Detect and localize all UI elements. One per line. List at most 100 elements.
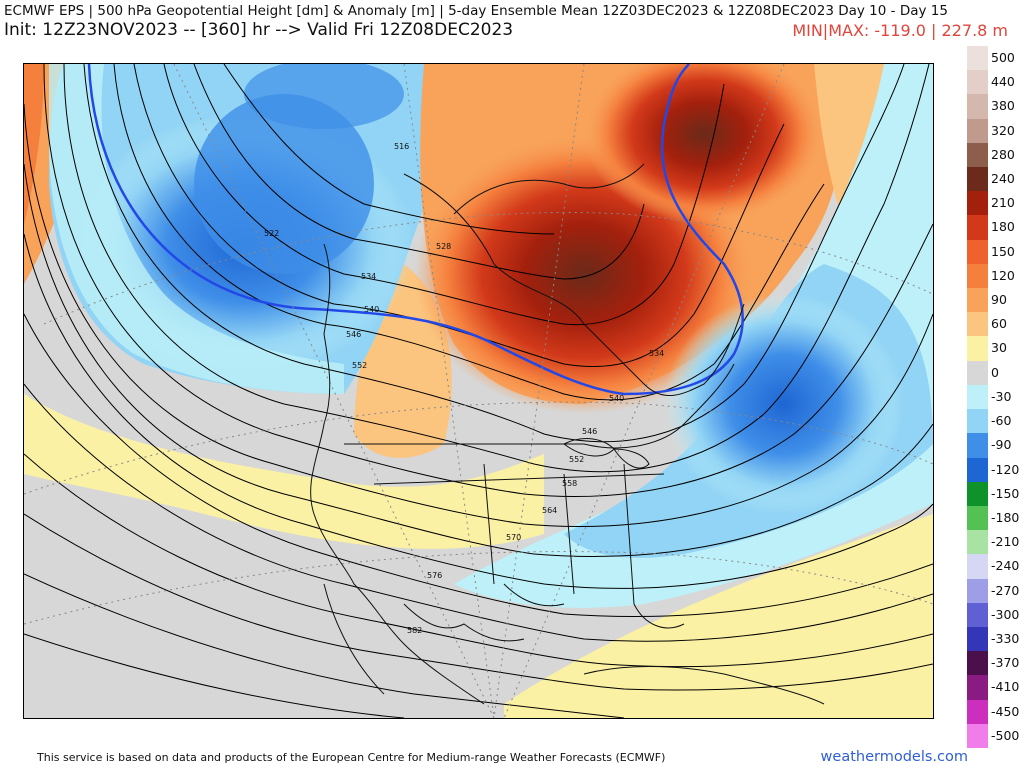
anomaly-map: 516 522 528 534 540 546 552 534 540 546 …: [23, 63, 934, 719]
contour-label: 522: [264, 229, 279, 238]
colorbar-swatch: [967, 602, 988, 627]
colorbar-swatch: [967, 554, 988, 579]
colorbar-label: -270: [991, 582, 1020, 598]
colorbar-swatch: [967, 118, 988, 143]
contour-label: 540: [609, 394, 624, 403]
colorbar-swatch: [967, 384, 988, 410]
great-lakes: [563, 438, 650, 469]
colorbar-entry: 500: [967, 46, 1020, 71]
colorbar-entry: 380: [967, 94, 1020, 119]
contour-label: 546: [582, 427, 597, 436]
colorbar-swatch: [967, 312, 988, 337]
colorbar-label: 240: [991, 171, 1015, 187]
colorbar-swatch: [967, 215, 988, 240]
colorbar-entry: 150: [967, 239, 1020, 264]
map-canvas: 516 522 528 534 540 546 552 534 540 546 …: [24, 64, 933, 718]
colorbar-label: -180: [991, 509, 1020, 525]
colorbar-label: 120: [991, 267, 1015, 283]
colorbar-entry: -120: [967, 457, 1020, 482]
colorbar-label: 30: [991, 340, 1007, 356]
colorbar-label: -500: [991, 727, 1020, 743]
colorbar-label: -210: [991, 534, 1020, 550]
colorbar-entry: 60: [967, 312, 1020, 337]
colorbar-swatch: [967, 578, 988, 603]
colorbar-swatch: [967, 675, 988, 700]
colorbar-entry: -180: [967, 505, 1020, 531]
contour-labels: 516 522 528 534 540 546 552 534 540 546 …: [264, 142, 664, 635]
colorbar-label: -330: [991, 630, 1020, 646]
colorbar-label: -240: [991, 558, 1020, 574]
colorbar-swatch: [967, 46, 988, 71]
colorbar-entry: -90: [967, 433, 1020, 458]
colorbar-swatch: [967, 530, 988, 555]
colorbar-label: -90: [991, 437, 1012, 453]
colorbar-label: 150: [991, 243, 1015, 259]
colorbar-swatch: [967, 239, 988, 264]
colorbar-label: 180: [991, 219, 1015, 235]
colorbar-label: 90: [991, 292, 1007, 308]
colorbar-entry: 120: [967, 263, 1020, 289]
colorbar-label: 440: [991, 74, 1015, 90]
colorbar-entry: 0: [967, 360, 1020, 385]
colorbar-swatch: [967, 651, 988, 676]
colorbar-swatch: [967, 70, 988, 95]
colorbar-entry: -240: [967, 554, 1020, 579]
site-link[interactable]: weathermodels.com: [820, 749, 968, 765]
colorbar-entry: -300: [967, 602, 1020, 627]
chart-title: ECMWF EPS | 500 hPa Geopotential Height …: [4, 3, 948, 19]
colorbar-label: 60: [991, 316, 1007, 332]
contour-label: 534: [649, 349, 664, 358]
colorbar-swatch: [967, 336, 988, 361]
colorbar-entry: -330: [967, 626, 1020, 652]
coastlines: [310, 163, 825, 705]
contour-label: 552: [352, 361, 367, 370]
contour-label: 552: [569, 455, 584, 464]
colorbar-label: -300: [991, 606, 1020, 622]
colorbar-swatch: [967, 94, 988, 119]
colorbar-swatch: [967, 457, 988, 482]
colorbar-swatch: [967, 288, 988, 313]
colorbar-entry: 210: [967, 191, 1020, 216]
anomaly-colorbar: 500 440 380 320 280 240 210 180 150 120 90 60 30 0 -30…: [967, 46, 1020, 748]
colorbar-label: -410: [991, 679, 1020, 695]
colorbar-swatch: [967, 505, 988, 531]
ecmwf-credit: This service is based on data and produc…: [37, 751, 666, 764]
colorbar-label: 500: [991, 50, 1015, 65]
colorbar-entry: 440: [967, 70, 1020, 95]
colorbar-label: -150: [991, 485, 1020, 501]
colorbar-entry: -270: [967, 578, 1020, 603]
colorbar-entry: 280: [967, 142, 1020, 168]
colorbar-entry: 30: [967, 336, 1020, 361]
graticule: [24, 64, 933, 718]
anomaly-shading: [24, 64, 933, 718]
contour-label: 534: [361, 272, 376, 281]
colorbar-swatch: [967, 481, 988, 506]
colorbar-swatch: [967, 142, 988, 168]
colorbar-swatch: [967, 699, 988, 724]
colorbar-label: 380: [991, 98, 1015, 114]
colorbar-label: 0: [991, 364, 999, 380]
colorbar-swatch: [967, 723, 988, 748]
colorbar-swatch: [967, 433, 988, 458]
colorbar-swatch: [967, 360, 988, 385]
colorbar-swatch: [967, 167, 988, 192]
contour-label: 558: [562, 479, 577, 488]
colorbar-swatch: [967, 263, 988, 289]
colorbar-entry: -370: [967, 651, 1020, 676]
colorbar-entry: -210: [967, 530, 1020, 555]
colorbar-label: -450: [991, 703, 1020, 719]
height-contours: [24, 64, 933, 718]
contour-label: 546: [346, 330, 361, 339]
contour-label: 516: [394, 142, 409, 151]
contour-label: 576: [427, 571, 442, 580]
colorbar-label: -60: [991, 413, 1012, 429]
contour-label: 582: [407, 626, 422, 635]
colorbar-label: 280: [991, 146, 1015, 162]
contour-label: 564: [542, 506, 557, 515]
contour-label: 528: [436, 242, 451, 251]
colorbar-entry: -30: [967, 384, 1020, 410]
colorbar-entry: -500: [967, 723, 1020, 748]
colorbar-label: 210: [991, 195, 1015, 211]
colorbar-label: 320: [991, 122, 1015, 138]
colorbar-swatch: [967, 191, 988, 216]
